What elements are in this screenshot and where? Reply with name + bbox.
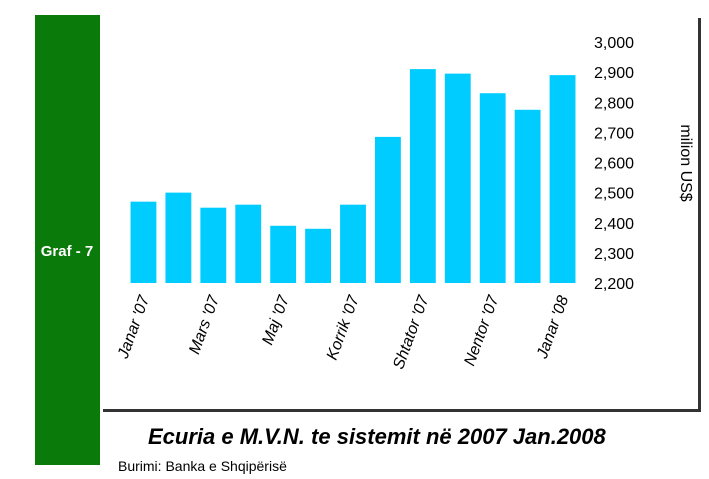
bar <box>479 93 506 284</box>
y-tick-label: 2,600 <box>594 156 634 173</box>
graph-label: Graf - 7 <box>41 243 94 260</box>
bar <box>235 204 262 283</box>
bar <box>444 73 471 283</box>
bar <box>375 136 401 283</box>
y-tick-label: 3,000 <box>594 35 634 52</box>
bar <box>130 201 157 283</box>
source: Burimi: Banka e Shqipërisë <box>118 458 287 474</box>
y-tick-label: 2,500 <box>594 186 634 203</box>
y-tick-label: 2,700 <box>594 125 634 142</box>
y-tick-label: 2,400 <box>594 216 634 233</box>
chart-title: Ecuria e M.V.N. te sistemit në 2007 Jan.… <box>148 424 607 449</box>
bar <box>409 69 436 283</box>
y-tick-label: 2,800 <box>594 95 634 112</box>
y-axis-label: milion US$ <box>677 124 694 201</box>
bar <box>305 228 331 283</box>
bar <box>549 75 576 283</box>
bar <box>340 204 366 283</box>
bar <box>165 192 192 283</box>
bar <box>200 207 227 283</box>
y-tick-label: 2,900 <box>594 65 634 82</box>
bar <box>270 225 297 283</box>
y-tick-label: 2,300 <box>594 246 634 263</box>
y-tick-label: 2,200 <box>594 276 634 293</box>
sidebar <box>35 15 100 465</box>
bar <box>514 109 541 283</box>
